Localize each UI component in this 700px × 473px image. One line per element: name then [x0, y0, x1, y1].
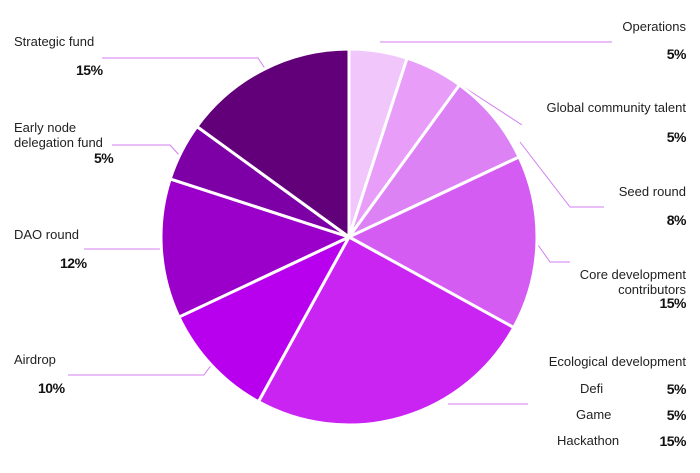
leader-line	[68, 363, 213, 376]
slice-label: Core development contributors	[579, 267, 686, 297]
value-label: 5%	[666, 46, 687, 62]
value-label: 15%	[659, 433, 686, 449]
part-label: Defi	[580, 381, 604, 396]
value-label: 5%	[666, 407, 687, 423]
slice-label: Airdrop	[14, 352, 56, 367]
slice-label: Global community talent	[546, 100, 686, 115]
pie-slice	[347, 155, 539, 330]
slice-label: Ecological development	[548, 354, 686, 369]
leader-line	[519, 141, 604, 208]
slice-label: Strategic fund	[14, 34, 95, 49]
leader-line	[537, 244, 570, 263]
value-label: 10%	[38, 380, 65, 396]
pie-slice	[347, 83, 521, 239]
part-label: Hackathon	[557, 433, 620, 448]
pie-slice	[159, 177, 351, 319]
part-label: Game	[576, 407, 612, 422]
value-label: 8%	[666, 212, 687, 228]
value-label: 12%	[60, 255, 87, 271]
leader-line	[102, 57, 267, 71]
slice-label: Early node delegation fund	[14, 120, 103, 150]
slice-label: Seed round	[618, 184, 686, 199]
pie-slice	[195, 47, 351, 239]
value-label: 5%	[94, 150, 114, 166]
value-label: 5%	[666, 381, 687, 397]
slice-label: Operations	[622, 19, 686, 34]
slice-label: DAO round	[14, 227, 80, 242]
leader-line	[112, 144, 181, 157]
pie-slice	[177, 235, 351, 404]
value-label: 5%	[666, 129, 687, 145]
value-label: 15%	[76, 62, 103, 78]
value-label: 15%	[659, 295, 686, 311]
pie-slice	[256, 235, 516, 427]
